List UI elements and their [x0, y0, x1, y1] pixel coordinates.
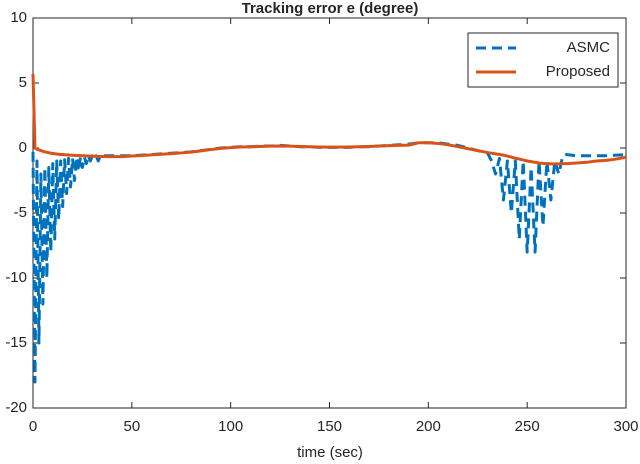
- chart-title: Tracking error e (degree): [242, 0, 419, 17]
- y-tick-label: 10: [10, 9, 27, 26]
- y-tick-label: -5: [14, 204, 27, 221]
- x-tick-label: 0: [29, 418, 37, 435]
- x-tick-label: 300: [613, 418, 638, 435]
- y-tick-label: 0: [19, 139, 27, 156]
- x-tick-label: 150: [317, 418, 342, 435]
- legend-label: Proposed: [546, 63, 610, 80]
- y-tick-label: -20: [5, 399, 27, 416]
- x-tick-label: 100: [218, 418, 243, 435]
- x-tick-label: 50: [123, 418, 140, 435]
- y-tick-label: -10: [5, 269, 27, 286]
- y-tick-label: -15: [5, 334, 27, 351]
- y-tick-label: 5: [19, 74, 27, 91]
- data-line: [31, 141, 627, 384]
- x-axis-label: time (sec): [297, 444, 363, 461]
- x-tick-label: 250: [515, 418, 540, 435]
- legend-label: ASMC: [567, 39, 611, 56]
- legend-box: [467, 32, 619, 88]
- data-line: [31, 73, 627, 166]
- x-tick-label: 200: [416, 418, 441, 435]
